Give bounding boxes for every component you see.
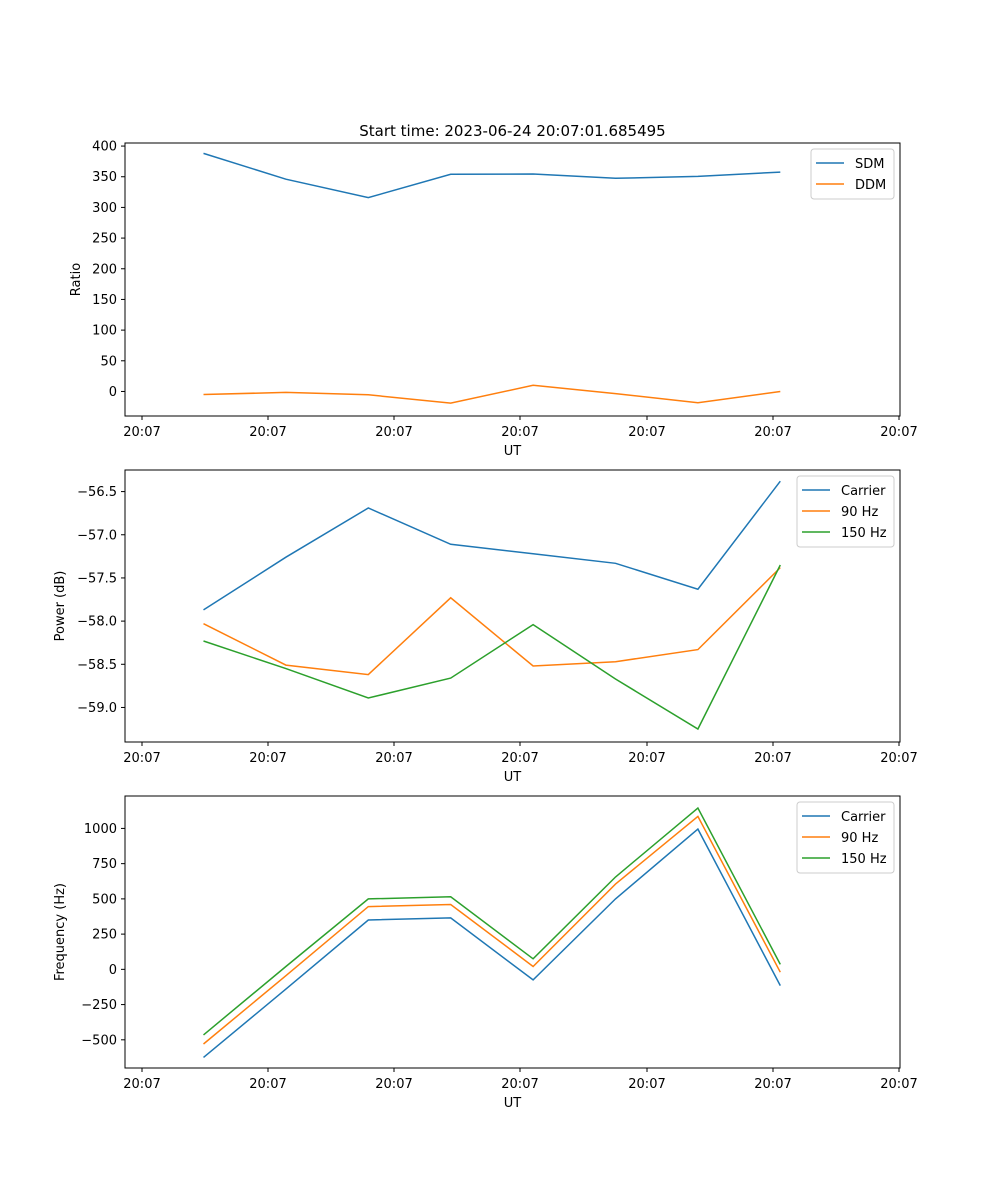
series-line-150-hz [204,565,781,729]
x-axis-label: UT [504,444,522,459]
x-tick-label: 20:07 [249,751,286,766]
y-tick-label: −500 [81,1033,117,1048]
y-tick-label: −58.5 [77,658,117,673]
y-tick-label: 350 [92,170,117,185]
x-tick-label: 20:07 [123,751,160,766]
legend-label: 90 Hz [841,505,878,520]
y-tick-label: −250 [81,998,117,1013]
x-tick-label: 20:07 [249,1077,286,1092]
x-axis-label: UT [504,770,522,785]
power-panel: 20:07 20:07 20:07 20:07 20:07 20:07 20:07 −59.0… [53,470,918,785]
y-tick-label: 250 [92,232,117,247]
y-tick-label: 250 [92,928,117,943]
y-tick-label: −58.0 [77,615,117,630]
y-axis-label: Frequency (Hz) [53,883,68,981]
series-line-sdm [204,153,781,197]
axes-frame [125,796,900,1068]
series-line-carrier [204,481,781,610]
x-tick-label: 20:07 [501,751,538,766]
x-tick-label: 20:07 [123,1077,160,1092]
x-tick-label: 20:07 [501,425,538,440]
series-line-90-hz [204,816,781,1044]
axes-frame [125,143,900,416]
x-tick-label: 20:07 [754,425,791,440]
y-tick-label: 0 [109,385,117,400]
legend-label: SDM [855,157,884,172]
series-line-90-hz [204,568,781,675]
x-tick-label: 20:07 [754,751,791,766]
figure-title: Start time: 2023-06-24 20:07:01.685495 [359,122,665,140]
x-tick-label: 20:07 [754,1077,791,1092]
legend-label: Carrier [841,810,886,825]
x-tick-label: 20:07 [628,425,665,440]
x-tick-label: 20:07 [375,425,412,440]
y-tick-label: 150 [92,293,117,308]
legend-label: 90 Hz [841,831,878,846]
ratio-panel: 20:07 20:07 20:07 20:07 20:07 20:07 20:07 0 50 10… [69,140,918,459]
y-tick-label: −57.5 [77,571,117,586]
series-line-carrier [204,829,781,1057]
x-tick-label: 20:07 [249,425,286,440]
y-tick-label: 400 [92,140,117,155]
y-tick-label: 750 [92,857,117,872]
y-tick-label: 500 [92,892,117,907]
legend-label: DDM [855,178,886,193]
x-tick-label: 20:07 [375,1077,412,1092]
frequency-panel: 20:07 20:07 20:07 20:07 20:07 20:07 20:07 −500 −… [53,796,918,1111]
x-tick-label: 20:07 [628,751,665,766]
y-tick-label: 0 [109,963,117,978]
x-tick-label: 20:07 [123,425,160,440]
axes-frame [125,470,900,742]
x-axis-label: UT [504,1096,522,1111]
y-tick-label: 1000 [84,822,117,837]
y-tick-label: 100 [92,324,117,339]
series-line-ddm [204,385,781,403]
x-tick-label: 20:07 [501,1077,538,1092]
x-tick-label: 20:07 [375,751,412,766]
legend-label: 150 Hz [841,852,887,867]
y-tick-label: 50 [100,354,117,369]
y-tick-label: 200 [92,262,117,277]
x-tick-label: 20:07 [880,751,917,766]
y-tick-label: −56.5 [77,485,117,500]
x-tick-label: 20:07 [880,425,917,440]
y-tick-label: 300 [92,201,117,216]
x-tick-label: 20:07 [880,1077,917,1092]
legend-label: Carrier [841,484,886,499]
y-axis-label: Ratio [69,263,84,296]
series-line-150-hz [204,808,781,1035]
y-tick-label: −59.0 [77,701,117,716]
x-tick-label: 20:07 [628,1077,665,1092]
y-axis-label: Power (dB) [53,571,68,642]
y-tick-label: −57.0 [77,528,117,543]
legend-label: 150 Hz [841,526,887,541]
